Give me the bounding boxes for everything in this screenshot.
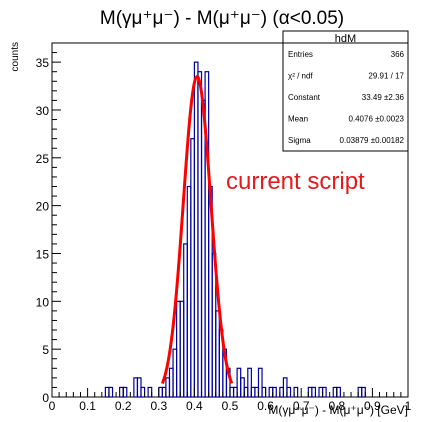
y-tick-label: 10 xyxy=(36,295,50,309)
histogram-bin xyxy=(261,386,267,398)
histogram-bin xyxy=(140,386,146,398)
stats-box-name: hdM xyxy=(335,33,356,45)
stats-box-frame xyxy=(282,30,409,152)
y-tick-label: 30 xyxy=(36,104,50,118)
stats-row-label: Constant xyxy=(288,93,321,102)
histogram-bin xyxy=(293,386,299,398)
y-axis-label: counts xyxy=(10,42,21,71)
stats-box: hdM Entries 366 χ² / ndf 29.91 / 17 Constant 3… xyxy=(282,30,409,152)
stats-row-value: 0.4076 ±0.0023 xyxy=(348,115,404,124)
x-tick-label: 0.4 xyxy=(186,399,203,413)
y-tick-label: 25 xyxy=(36,152,50,166)
x-tick-label: 0.9 xyxy=(364,399,381,413)
histogram-bin xyxy=(286,386,292,398)
x-tick-label: 0.3 xyxy=(150,399,167,413)
y-tick-label: 0 xyxy=(42,391,49,405)
annotation-text: current script xyxy=(226,168,365,195)
y-tick-label: 20 xyxy=(36,200,50,214)
histogram-bin xyxy=(147,386,153,398)
x-tick-label: 1 xyxy=(405,399,412,413)
y-tick-label: 5 xyxy=(42,343,49,357)
x-tick-label: 0.5 xyxy=(222,399,239,413)
plot-area: 0 0.1 0.2 0.3 0.4 0.5 0.6 0.7 0.8 0.9 105101520253… xyxy=(36,42,412,413)
stats-row-label: Entries xyxy=(288,50,313,59)
x-tick-label: 0.1 xyxy=(79,399,96,413)
histogram-bin xyxy=(321,386,327,398)
histogram-bin xyxy=(108,386,114,398)
x-tick-label: 0.7 xyxy=(293,399,310,413)
x-tick-label: 0.8 xyxy=(328,399,345,413)
stats-row-label: Sigma xyxy=(288,136,311,145)
x-axis-label: M(γμ⁺μ⁻) - M(μ⁺μ⁻) [GeV] xyxy=(268,403,408,417)
x-tick-label: 0 xyxy=(49,399,56,413)
y-tick-label: 15 xyxy=(36,247,50,261)
histogram-bin xyxy=(336,386,341,398)
histogram-bin xyxy=(257,367,263,398)
stats-row-value: 0.03879 ±0.00182 xyxy=(340,136,405,145)
stats-row-value: 29.91 / 17 xyxy=(368,71,404,80)
y-tick-label: 35 xyxy=(36,56,50,70)
stats-row-label: χ² / ndf xyxy=(288,71,313,80)
stats-row-value: 366 xyxy=(391,50,405,59)
fit-curve xyxy=(160,74,234,385)
histogram-bin xyxy=(311,386,317,398)
histogram-bin xyxy=(122,386,128,398)
x-tick-label: 0.2 xyxy=(115,399,132,413)
histogram-bin xyxy=(247,367,252,398)
x-tick-label: 0.6 xyxy=(257,399,274,413)
stats-row-label: Mean xyxy=(288,115,308,124)
histogram-bin xyxy=(361,386,366,398)
chart-title: M(γμ⁺μ⁻) - M(μ⁺μ⁻) (α<0.05) xyxy=(100,8,344,29)
stats-row-value: 33.49 ±2.36 xyxy=(362,93,405,102)
histogram-bin xyxy=(272,386,277,398)
